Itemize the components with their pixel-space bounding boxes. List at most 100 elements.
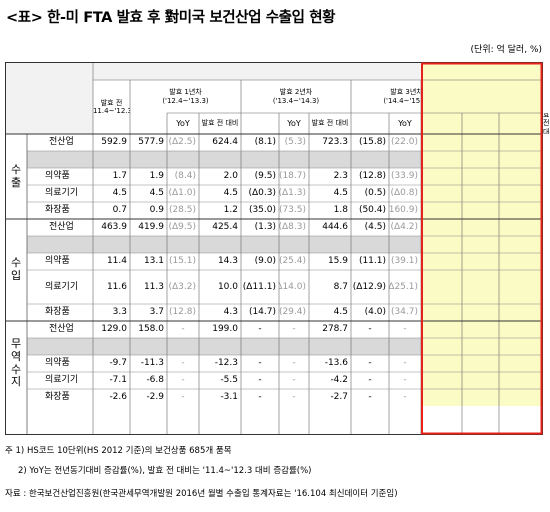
value-cell: 425.4 (212, 222, 238, 232)
value-cell: 278.7 (322, 324, 348, 334)
value-cell: 1.8 (333, 205, 348, 215)
value-cell: (22.0) (390, 137, 418, 147)
value-cell: (15.1) (168, 256, 196, 266)
value-cell: 444.6 (322, 222, 348, 232)
value-cell: (14.7) (248, 307, 276, 317)
group-label-char: 수 (10, 256, 22, 270)
value-cell: (Δ2.5) (168, 137, 197, 147)
table-lines (5, 62, 543, 435)
value-cell: -9.7 (109, 358, 127, 368)
value-cell: (Δ8.3) (279, 222, 306, 232)
row-label: 전산업 (27, 321, 93, 338)
value-cell: (50.4) (358, 205, 386, 215)
value-cell: 158.0 (138, 324, 164, 334)
period-range: ('14.4~'15.3) (383, 96, 430, 105)
value-cell: - (403, 375, 407, 385)
value-cell: (25.4) (279, 256, 306, 266)
value-cell: 4.5 (333, 188, 348, 198)
value-cell: 14.3 (217, 256, 238, 266)
value-cell: (8.4) (174, 171, 196, 181)
value-cell: - (403, 358, 407, 368)
period0-range: ('11.4~'12.3) (93, 107, 130, 115)
trade-table: 對미국구분발효 전('11.4~'12.3)발효 1년차('12.4~'13.3… (5, 62, 549, 435)
value-cell: 4.3 (223, 307, 238, 317)
value-cell: - (403, 324, 407, 334)
gray-row-bg (27, 151, 421, 168)
value-cell: 4.5 (333, 307, 348, 317)
value-cell: 129.0 (101, 324, 127, 334)
footnote-2: 2) YoY는 전년동기대비 증감률(%), 발효 전 대비는 '11.4~'1… (18, 466, 312, 476)
value-cell: (1.3) (254, 222, 276, 232)
value-cell: 11.3 (143, 281, 164, 292)
value-cell: (160.9) (389, 205, 418, 215)
value-cell: - (368, 392, 372, 402)
row-label: 의약품 (27, 253, 93, 270)
row-label: 화장품 (27, 202, 93, 219)
value-cell: (15.8) (358, 137, 386, 147)
row-label: 의료기기 (27, 185, 93, 202)
value-cell: 1.9 (149, 171, 164, 181)
value-cell: 199.0 (212, 324, 238, 334)
vs-pre-header-2: 발효 전 대비 (311, 119, 349, 128)
footnote-1: 주 1) HS코드 10단위(HS 2012 기준)의 보건상품 685개 품목 (5, 446, 232, 456)
value-cell: (33.9) (390, 171, 418, 181)
row-label: 의약품 (27, 355, 93, 372)
year4-highlight-bg (421, 62, 543, 406)
value-cell: 2.0 (223, 171, 238, 181)
period-header-1: 발효 1년차 ('12.4~'13.3) (130, 80, 241, 113)
value-cell: (9.0) (254, 256, 276, 266)
row-label: 전산업 (27, 219, 93, 236)
value-cell: (0.5) (364, 188, 386, 198)
value-cell: -2.9 (146, 392, 164, 402)
value-cell: - (403, 392, 407, 402)
period-range: ('13.4~'14.3) (272, 96, 320, 105)
value-cell: 577.9 (138, 137, 164, 147)
group-label-char: 지 (10, 375, 22, 389)
value-cell: 11.6 (106, 281, 127, 292)
value-cell: - (181, 375, 185, 385)
value-cell: - (181, 324, 185, 334)
value-cell: -11.3 (140, 358, 164, 368)
value-cell: 15.9 (327, 256, 348, 266)
value-cell: (28.5) (168, 205, 196, 215)
row-label: 의약품 (27, 168, 93, 185)
value-cell: (8.1) (254, 137, 276, 147)
group-label-char: 입 (10, 269, 22, 282)
value-cell: 13.1 (143, 256, 164, 266)
period0-header: 발효 전('11.4~'12.3) (93, 80, 130, 134)
value-cell: (29.4) (279, 307, 306, 317)
value-cell: -4.2 (330, 375, 348, 385)
group-label-char: 출 (10, 175, 22, 189)
row-label: 화장품 (27, 304, 93, 321)
value-cell: 3.3 (112, 307, 127, 317)
period-range: ('12.4~'13.3) (162, 96, 209, 105)
period-label: 발효 3년차 (390, 88, 423, 97)
source-note: 자료 : 한국보건산업진흥원(한국관세무역개발원 2016년 월별 수출입 통계… (5, 489, 398, 499)
value-cell: 592.9 (101, 137, 127, 147)
group-label-char: 무 (10, 337, 22, 351)
value-cell: 1.2 (223, 205, 238, 215)
value-cell: - (292, 324, 296, 334)
value-cell: (Δ1.0) (168, 188, 197, 198)
value-cell: (Δ11.1) (242, 281, 276, 292)
value-cell: 4.5 (149, 188, 164, 198)
year4-highlight-box (421, 62, 543, 435)
value-cell: - (368, 375, 372, 385)
yoy-header-2: YoY (287, 118, 301, 128)
row-label: 전산업 (27, 134, 93, 151)
vs-pre-header-1: 발효 전 대비 (201, 119, 239, 128)
period-header-3: 발효 3년차 ('14.4~'15.3) (351, 80, 462, 113)
yoy-header-1: YoY (176, 118, 190, 128)
value-cell: (5.3) (284, 137, 306, 147)
value-cell: (11.1) (358, 256, 386, 266)
period0-label: 발효 전 (100, 98, 123, 107)
value-cell: (35.0) (248, 205, 276, 215)
value-cell: 0.7 (112, 205, 127, 215)
value-cell: 11.4 (106, 256, 127, 266)
value-cell: - (368, 324, 372, 334)
value-cell: (Δ14.0) (279, 281, 306, 292)
value-cell: - (181, 392, 185, 402)
value-cell: (4.5) (364, 222, 386, 232)
value-cell: (34.7) (390, 307, 418, 317)
